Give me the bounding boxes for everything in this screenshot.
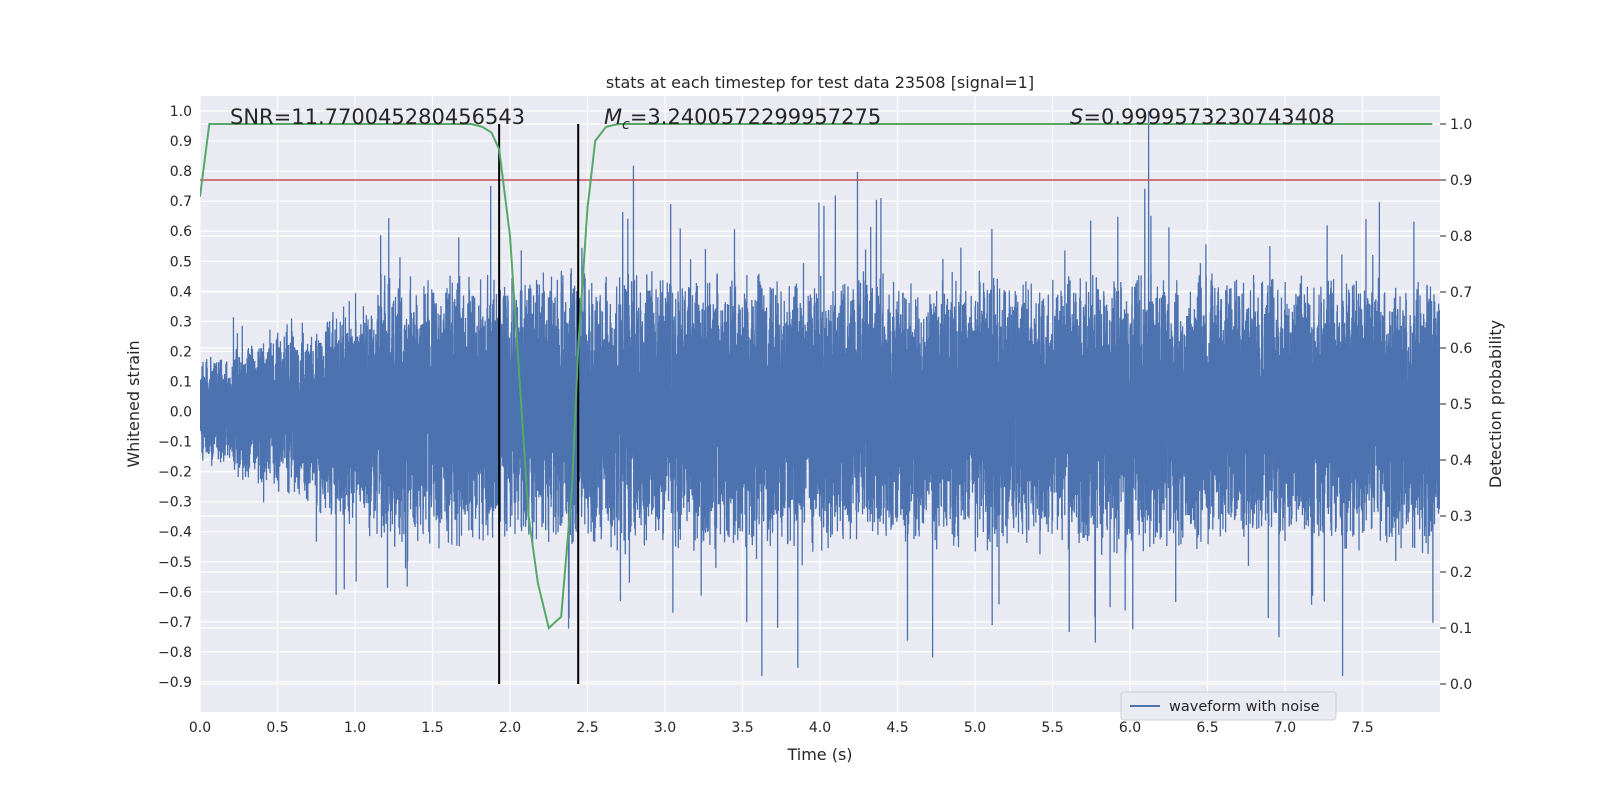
x-axis-label: Time (s) [786,745,852,764]
y-tick-label: −0.4 [158,525,192,541]
x-tick-label: 4.0 [809,720,831,736]
waveform-series [200,111,1440,676]
y-tick-label: 1.0 [170,104,192,120]
y2-tick-label: 0.4 [1450,453,1472,469]
y-axis-right: 1.0 0.9 0.8 0.7 0.6 0.5 0.4 0.3 0.2 0.1 0.0 [1440,117,1472,693]
y-tick-label: 0.3 [170,314,192,330]
y2-tick-label: 0.6 [1450,341,1472,357]
y-tick-label: 0.5 [170,254,192,270]
x-tick-label: 3.5 [731,720,753,736]
x-axis: 0.0 0.5 1.0 1.5 2.0 2.5 3.0 3.5 4.0 4.5 5.0 5.5 6.0 6… [189,720,1374,736]
score-symbol: S [1070,105,1083,129]
y-tick-label: −0.9 [158,675,192,691]
y-tick-label: 0.9 [170,134,192,150]
legend-box [1120,691,1337,721]
y-tick-label: 0.1 [170,374,192,390]
x-tick-label: 3.0 [654,720,676,736]
x-tick-label: 1.5 [421,720,443,736]
legend-label: waveform with noise [1169,699,1320,715]
chirp-mass-annotation: Mc=3.2400572299957275 [604,105,881,133]
snr-annotation: SNR=11.770045280456543 [230,105,525,129]
y2-tick-label: 0.8 [1450,229,1472,245]
x-tick-label: 2.5 [576,720,598,736]
y2-tick-label: 1.0 [1450,117,1472,133]
y-axis-left: 1.0 0.9 0.8 0.7 0.6 0.5 0.4 0.3 0.2 0.1 0.0 −0.1 −0.… [158,104,192,691]
chirp-mass-value: =3.2400572299957275 [630,105,881,129]
x-tick-label: 2.0 [499,720,521,736]
x-tick-label: 1.0 [344,720,366,736]
y-tick-label: 0.8 [170,164,192,180]
y2-tick-label: 0.5 [1450,397,1472,413]
y2-axis-label: Detection probability [1486,320,1505,488]
y2-tick-label: 0.2 [1450,565,1472,581]
y-tick-label: 0.2 [170,344,192,360]
x-tick-label: 7.5 [1351,720,1373,736]
overlay-series [200,123,1440,684]
x-tick-label: 0.0 [189,720,211,736]
score-annotation: S=0.9999573230743408 [1070,105,1335,129]
y2-tick-label: 0.1 [1450,621,1472,637]
waveform-line [200,111,1440,676]
chirp-mass-subscript: c [622,117,630,133]
y-tick-label: −0.5 [158,555,192,571]
y2-tick-label: 0.7 [1450,285,1472,301]
y-tick-label: 0.4 [170,284,192,300]
legend: waveform with noise [1120,691,1337,721]
x-tick-label: 0.5 [266,720,288,736]
y-tick-label: −0.3 [158,495,192,511]
probability-line [200,123,1433,630]
x-tick-label: 5.5 [1041,720,1063,736]
y2-tick-label: 0.0 [1450,677,1472,693]
x-tick-label: 6.5 [1196,720,1218,736]
x-tick-label: 5.0 [964,720,986,736]
y-tick-label: 0.0 [170,405,192,421]
y-tick-label: 0.7 [170,194,192,210]
chart-title: stats at each timestep for test data 235… [606,73,1034,92]
y-tick-label: 0.6 [170,224,192,240]
x-tick-label: 4.5 [886,720,908,736]
chirp-mass-symbol: M [604,105,622,129]
y-tick-label: −0.1 [158,435,192,451]
score-value: =0.9999573230743408 [1083,105,1334,129]
y-tick-label: −0.2 [158,465,192,481]
x-tick-label: 6.0 [1119,720,1141,736]
y-axis-label: Whitened strain [124,340,143,467]
y-tick-label: −0.8 [158,645,192,661]
y2-tick-label: 0.3 [1450,509,1472,525]
y2-tick-label: 0.9 [1450,173,1472,189]
y-tick-label: −0.6 [158,585,192,601]
x-tick-label: 7.0 [1274,720,1296,736]
y-tick-label: −0.7 [158,615,192,631]
